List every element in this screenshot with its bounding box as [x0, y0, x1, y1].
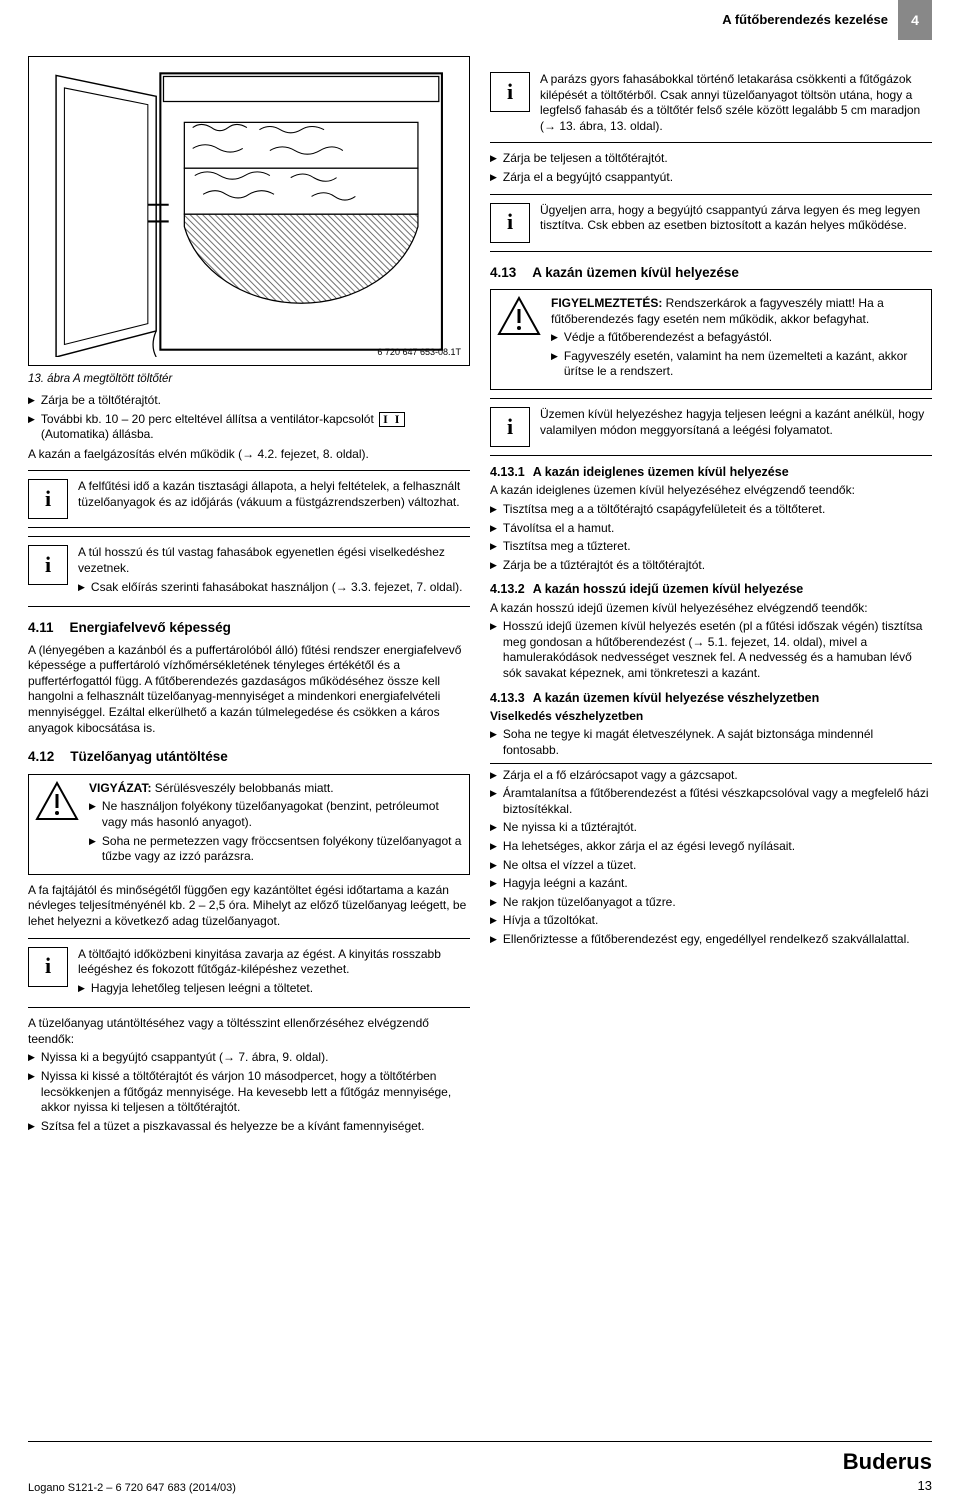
list-item: Hagyja leégni a kazánt.: [490, 876, 932, 892]
warning-icon: [497, 296, 541, 336]
list-item: Nyissa ki kissé a töltőtérajtót és várjo…: [28, 1069, 470, 1116]
list-item: Zárja be a tűztérajtót és a töltőtérajtó…: [490, 558, 932, 574]
subsection-4-13-1-head: 4.13.1A kazán ideiglenes üzemen kívül he…: [490, 464, 932, 480]
caution-content: VIGYÁZAT: Sérülésveszély belobbanás miat…: [89, 781, 463, 868]
emergency-behavior-head: Viselkedés vészhelyzetben: [490, 709, 932, 725]
list-item: Ellenőriztesse a fűtőberendezést egy, en…: [490, 932, 932, 948]
list-item: Ne oltsa el vízzel a tüzet.: [490, 858, 932, 874]
list-item: Soha ne tegye ki magát életveszélynek. A…: [490, 727, 932, 758]
info-box-damper: i Ügyeljen arra, hogy a begyújtó csappan…: [490, 194, 932, 252]
list-item: Zárja be a töltőtérajtót.: [28, 393, 470, 409]
right-column: i A parázs gyors fahasábokkal történő le…: [490, 56, 932, 1137]
info-box-shutdown: i Üzemen kívül helyezéshez hagyja teljes…: [490, 398, 932, 456]
info-box-ember: i A parázs gyors fahasábokkal történő le…: [490, 64, 932, 143]
list-item: Tisztítsa meg a a töltőtérajtó csapágyfe…: [490, 502, 932, 518]
list-item: Áramtalanítsa a fűtőberendezést a fűtési…: [490, 786, 932, 817]
list-item: Soha ne permetezzen vagy fröccsentsen fo…: [89, 834, 463, 865]
list-item: Ha lehetséges, akkor zárja el az égési l…: [490, 839, 932, 855]
list-item: Hívja a tűzoltókat.: [490, 913, 932, 929]
list-item: Ne rakjon tüzelőanyagot a tűzre.: [490, 895, 932, 911]
warning-box-frost: FIGYELMEZTETÉS: Rendszerkárok a fagyvesz…: [490, 289, 932, 390]
info-content: A parázs gyors fahasábokkal történő leta…: [540, 72, 932, 134]
warning-icon: [35, 781, 79, 821]
left-column: 6 720 647 653-08.1T 13. ábra A megtöltöt…: [28, 56, 470, 1137]
subsection-4-13-2-head: 4.13.2A kazán hosszú idejű üzemen kívül …: [490, 581, 932, 597]
section-4-12-head: 4.12Tüzelőanyag utántöltése: [28, 748, 470, 766]
page-header: A fűtőberendezés kezelése 4: [28, 0, 932, 40]
list-item: Tisztítsa meg a tűzteret.: [490, 539, 932, 555]
emergency-priority: Soha ne tegye ki magát életveszélynek. A…: [490, 727, 932, 758]
info-icon: i: [28, 545, 68, 585]
figure-13: 6 720 647 653-08.1T: [28, 56, 470, 366]
subsection-4-13-3-head: 4.13.3A kazán üzemen kívül helyezése vés…: [490, 690, 932, 706]
list-item: Zárja el a begyújtó csappantyút.: [490, 170, 932, 186]
section-4-11-head: 4.11Energiafelvevő képesség: [28, 619, 470, 637]
info-box-door-opening: i A töltőajtó időközbeni kinyitása zavar…: [28, 938, 470, 1009]
list-item: Zárja el a fő elzárócsapot vagy a gázcsa…: [490, 768, 932, 784]
list-item: Fagyveszély esetén, valamint ha nem üzem…: [551, 349, 925, 380]
paragraph: A (lényegében a kazánból és a puffertáro…: [28, 643, 470, 737]
info-icon: i: [28, 947, 68, 987]
list-item: Hosszú idejű üzemen kívül helyezés eseté…: [490, 619, 932, 681]
list-item: Zárja be teljesen a töltőtérajtót.: [490, 151, 932, 167]
info-content: Üzemen kívül helyezéshez hagyja teljesen…: [540, 407, 932, 447]
paragraph: A kazán a faelgázosítás elvén működik (→…: [28, 447, 470, 463]
section-4-13-head: 4.13A kazán üzemen kívül helyezése: [490, 264, 932, 282]
figure-reference-number: 6 720 647 653-08.1T: [377, 347, 461, 359]
refuel-steps: Nyissa ki a begyújtó csappantyút (→ 7. á…: [28, 1050, 470, 1134]
info-icon: i: [490, 407, 530, 447]
close-door-steps: Zárja be a töltőtérajtót. További kb. 10…: [28, 393, 470, 443]
intro-text: A kazán hosszú idejű üzemen kívül helyez…: [490, 601, 932, 617]
intro-text: A kazán ideiglenes üzemen kívül helyezés…: [490, 483, 932, 499]
list-item: Csak előírás szerinti fahasábokat haszná…: [78, 580, 470, 596]
figure-caption: 13. ábra A megtöltött töltőtér: [28, 372, 470, 387]
list-item: Hagyja lehetőleg teljesen leégni a tölte…: [78, 981, 470, 997]
info-content: A töltőajtó időközbeni kinyitása zavarja…: [78, 947, 470, 1000]
list-item: Védje a fűtőberendezést a befagyástól.: [551, 330, 925, 346]
long-shutdown-steps: Hosszú idejű üzemen kívül helyezés eseté…: [490, 619, 932, 681]
header-title: A fűtőberendezés kezelése: [712, 0, 898, 40]
info-content: A túl hosszú és túl vastag fahasábok egy…: [78, 545, 470, 598]
list-item: Ne nyissa ki a tűztérajtót.: [490, 820, 932, 836]
info-content: Ügyeljen arra, hogy a begyújtó csappanty…: [540, 203, 932, 243]
footer-page-number: 13: [843, 1478, 932, 1495]
info-box-log-size: i A túl hosszú és túl vastag fahasábok e…: [28, 536, 470, 607]
list-item: További kb. 10 – 20 perc elteltével állí…: [28, 412, 470, 443]
info-icon: i: [28, 479, 68, 519]
list-item: Szítsa fel a tüzet a piszkavassal és hel…: [28, 1119, 470, 1135]
header-section-number: 4: [898, 0, 932, 40]
temp-shutdown-steps: Tisztítsa meg a a töltőtérajtó csapágyfe…: [490, 502, 932, 573]
list-item: Távolítsa el a hamut.: [490, 521, 932, 537]
info-content: A felfűtési idő a kazán tisztasági állap…: [78, 479, 470, 519]
close-steps: Zárja be teljesen a töltőtérajtót. Zárja…: [490, 151, 932, 185]
info-icon: i: [490, 203, 530, 243]
footer-brand: Buderus: [843, 1448, 932, 1477]
info-box-heating-time: i A felfűtési idő a kazán tisztasági áll…: [28, 470, 470, 528]
emergency-steps: Zárja el a fő elzárócsapot vagy a gázcsa…: [490, 768, 932, 948]
footer-doc-id: Logano S121-2 – 6 720 647 683 (2014/03): [28, 1481, 236, 1495]
paragraph: A fa fajtájától és minőségétől függően e…: [28, 883, 470, 930]
info-icon: i: [490, 72, 530, 112]
warning-content: FIGYELMEZTETÉS: Rendszerkárok a fagyvesz…: [551, 296, 925, 383]
page-footer: Logano S121-2 – 6 720 647 683 (2014/03) …: [28, 1441, 932, 1495]
caution-box: VIGYÁZAT: Sérülésveszély belobbanás miat…: [28, 774, 470, 875]
list-item: Ne használjon folyékony tüzelőanyagokat …: [89, 799, 463, 830]
intro-text: A tüzelőanyag utántöltéséhez vagy a tölt…: [28, 1016, 470, 1047]
list-item: Nyissa ki a begyújtó csappantyút (→ 7. á…: [28, 1050, 470, 1066]
